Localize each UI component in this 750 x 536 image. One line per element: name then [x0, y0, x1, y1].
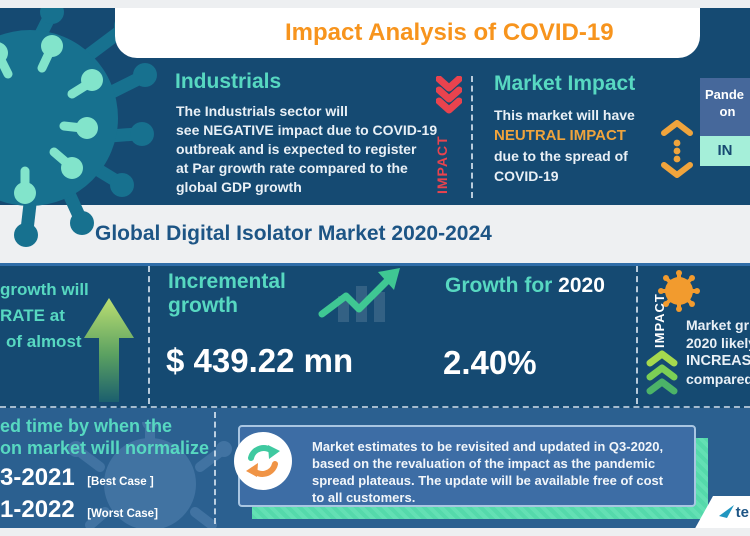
market-impact-line: due to the spread of [494, 148, 628, 164]
industrials-impact-label: IMPACT [434, 135, 450, 194]
divider-dashed [636, 266, 638, 404]
market-impact-highlight: NEUTRAL IMPACT [494, 127, 626, 144]
right-impact-label: IMPACT [652, 293, 667, 348]
right-impact-line: 2020 likely [686, 335, 750, 351]
neutral-impact-icon [661, 120, 693, 178]
header-band: Impact Analysis of COVID-19 [115, 8, 700, 58]
normalize-best-label: [Best Case ] [87, 476, 154, 488]
normalize-worst-value: 1-2022 [0, 496, 75, 523]
normalize-best-row: 3-2021 [Best Case ] [0, 464, 154, 492]
trend-up-icon [318, 268, 400, 322]
chevrons-down-icon [436, 76, 462, 114]
update-callout: Market estimates to be revisited and upd… [238, 425, 696, 507]
technavio-logo-text: te [735, 503, 749, 521]
growth2020-title: Growth for 2020 [445, 274, 605, 298]
incremental-value: $ 439.22 mn [166, 342, 354, 379]
left-growth-line: RATE at [0, 306, 65, 325]
incremental-title: Incremental growth [168, 270, 286, 318]
virus-illustration-icon [0, 8, 157, 247]
market-banner-title: Global Digital Isolator Market 2020-2024 [95, 222, 492, 245]
divider-dashed-horizontal [0, 406, 750, 408]
normalize-worst-label: [Worst Case] [87, 508, 158, 520]
virus-icon [658, 270, 700, 312]
bottom-section: ed time by when the on market will norma… [0, 408, 750, 528]
right-impact-body: Market gr 2020 likely INCREASE compared [686, 316, 750, 388]
growth2020-title-year: 2020 [558, 274, 605, 297]
industrials-line: see NEGATIVE impact due to COVID-19 [176, 122, 438, 138]
callout-line: spread plateaus. The update will be avai… [312, 473, 664, 488]
pandemic-impact-tab: Pande on [700, 78, 750, 136]
virus-watermark-icon [68, 422, 232, 528]
callout-line: based on the revaluation of the impact a… [312, 456, 656, 471]
divider-dashed [214, 412, 216, 524]
normalize-best-value: 3-2021 [0, 464, 75, 491]
industrials-title: Industrials [175, 70, 282, 93]
right-impact-line: Market gr [686, 317, 750, 333]
normalize-line: on market will normalize [0, 438, 210, 458]
right-impact-line: compared [686, 371, 750, 387]
callout-body: Market estimates to be revisited and upd… [240, 427, 694, 506]
incremental-title-line: Incremental [168, 270, 286, 293]
growth2020-title-accent: Growth for [445, 274, 553, 297]
refresh-icon [234, 432, 292, 490]
industrials-line: The Industrials sector will [176, 103, 348, 119]
up-arrow-icon [84, 298, 134, 402]
industrials-line: outbreak and is expected to register [176, 141, 417, 157]
divider-dashed [148, 266, 150, 404]
right-impact-highlight: INCREASE [686, 353, 750, 369]
callout-line: Market estimates to be revisited and upd… [312, 439, 664, 454]
growth2020-value: 2.40% [443, 344, 537, 381]
pandemic-impact-value: IN [700, 136, 750, 166]
technavio-logo-icon [718, 505, 734, 518]
infographic: Impact Analysis of COVID-19 Industrials … [0, 8, 750, 528]
page-title: Impact Analysis of COVID-19 [285, 19, 614, 46]
market-impact-line: COVID-19 [494, 168, 559, 184]
chevrons-up-icon [646, 350, 678, 395]
pandemic-tab-line: on [719, 104, 736, 119]
market-banner: Global Digital Isolator Market 2020-2024 [0, 205, 750, 266]
market-impact-line: This market will have [494, 107, 635, 123]
industrials-line: global GDP growth [176, 179, 302, 195]
industrials-body: The Industrials sector will see NEGATIVE… [176, 102, 437, 197]
callout-line: to all customers. [312, 490, 416, 505]
pandemic-tab-line: Pande [705, 87, 745, 102]
left-growth-line: growth will [0, 280, 89, 299]
industrials-line: at Par growth rate compared to the [176, 160, 408, 176]
market-impact-body: This market will have NEUTRAL IMPACT due… [494, 105, 635, 186]
market-impact-title: Market Impact [494, 72, 636, 95]
normalize-line: ed time by when the [0, 416, 173, 436]
normalize-worst-row: 1-2022 [Worst Case] [0, 496, 158, 524]
incremental-title-line: growth [168, 294, 238, 317]
divider-dashed [471, 76, 473, 198]
left-growth-line: of almost [6, 332, 82, 351]
